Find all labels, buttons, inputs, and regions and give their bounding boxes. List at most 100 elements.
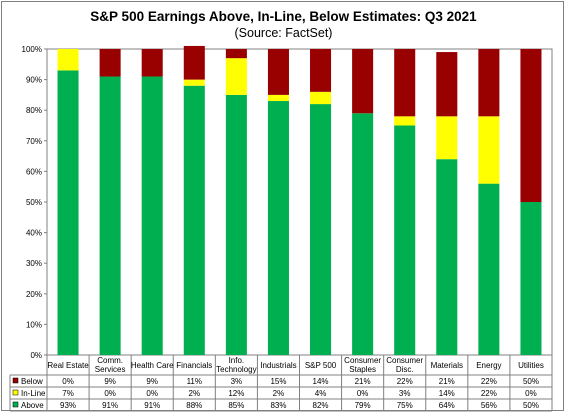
y-tick-label: 10% (26, 320, 42, 329)
legend-key-above (12, 401, 19, 408)
bar-above (520, 202, 542, 355)
category-label: Real Estate (47, 361, 89, 370)
category-label: Disc. (396, 365, 414, 374)
y-tick-label: 0% (30, 351, 42, 360)
data-label: 56% (481, 401, 497, 410)
bar-below (436, 52, 458, 117)
bar-above (57, 70, 79, 356)
bar-below (352, 49, 374, 114)
data-label: 91% (144, 401, 160, 410)
data-label: 50% (523, 377, 539, 386)
category-label: Industrials (260, 361, 296, 370)
bar-below (394, 49, 416, 117)
data-label: 64% (439, 401, 455, 410)
data-label: 14% (313, 377, 329, 386)
category-label: Staples (349, 365, 376, 374)
data-label: 21% (355, 377, 371, 386)
bar-below (478, 49, 500, 117)
y-tick-label: 100% (22, 45, 42, 54)
data-label: 79% (355, 401, 371, 410)
category-label: Health Care (131, 361, 174, 370)
y-tick-label: 70% (26, 137, 42, 146)
bar-above (436, 159, 458, 355)
legend-label: In-Line (21, 389, 46, 398)
data-label: 2% (273, 389, 285, 398)
category-label: Materials (431, 361, 463, 370)
legend-label: Below (21, 377, 43, 386)
category-label: Services (95, 365, 126, 374)
data-label: 22% (481, 389, 497, 398)
bar-below (141, 49, 163, 77)
bar-below (183, 45, 205, 80)
bar-in-line (478, 116, 500, 184)
bar-below (520, 49, 542, 202)
category-label: Consumer (344, 356, 381, 365)
bar-above (225, 94, 247, 356)
bar-above (394, 125, 416, 355)
data-label: 0% (525, 389, 537, 398)
y-tick-label: 60% (26, 167, 42, 176)
chart-subtitle: (Source: FactSet) (234, 26, 333, 40)
bar-below (99, 49, 121, 77)
legend-key-in-line (12, 389, 19, 396)
legend-label: Above (21, 401, 44, 410)
bar-in-line (57, 49, 79, 71)
category-label: Consumer (386, 356, 423, 365)
y-tick-label: 90% (26, 76, 42, 85)
data-label: 4% (315, 389, 327, 398)
bar-in-line (225, 58, 247, 95)
data-label: 0% (62, 377, 74, 386)
data-label: 75% (397, 401, 413, 410)
y-tick-label: 30% (26, 259, 42, 268)
category-label: Technology (216, 365, 256, 374)
category-label: Info. (229, 356, 245, 365)
data-label: 12% (228, 389, 244, 398)
bar-above (99, 76, 121, 355)
legend-key-below (12, 377, 19, 384)
data-label: 22% (481, 377, 497, 386)
bar-in-line (394, 116, 416, 126)
data-label: 82% (313, 401, 329, 410)
data-label: 85% (228, 401, 244, 410)
data-label: 9% (104, 377, 116, 386)
data-label: 3% (231, 377, 243, 386)
data-label: 7% (62, 389, 74, 398)
bar-above (310, 104, 332, 355)
category-label: Energy (476, 361, 501, 370)
data-label: 22% (397, 377, 413, 386)
y-tick-label: 50% (26, 198, 42, 207)
bar-below (225, 49, 247, 59)
data-label: 11% (187, 377, 202, 386)
bar-above (478, 183, 500, 355)
data-label: 88% (186, 401, 202, 410)
data-label: 2% (189, 389, 201, 398)
data-label: 15% (270, 377, 286, 386)
bar-in-line (436, 116, 458, 160)
bar-above (183, 85, 205, 355)
bar-below (310, 49, 332, 92)
category-label: Utilities (518, 361, 544, 370)
chart-title: S&P 500 Earnings Above, In-Line, Below E… (90, 9, 477, 24)
data-label: 9% (146, 377, 158, 386)
data-label: 21% (439, 377, 455, 386)
data-label: 3% (399, 389, 411, 398)
data-label: 91% (102, 401, 118, 410)
category-label: S&P 500 (305, 361, 337, 370)
y-tick-label: 80% (26, 106, 42, 115)
bar-above (267, 101, 289, 356)
data-label: 0% (357, 389, 369, 398)
data-label: 83% (270, 401, 286, 410)
bar-in-line (310, 91, 332, 105)
y-tick-label: 40% (26, 229, 42, 238)
bar-in-line (267, 94, 289, 102)
bar-in-line (183, 79, 205, 86)
data-label: 93% (60, 401, 76, 410)
bar-above (352, 113, 374, 355)
y-tick-label: 20% (26, 290, 42, 299)
plot-area-border (46, 48, 553, 356)
bar-above (141, 76, 163, 355)
data-label: 14% (439, 389, 455, 398)
data-label: 0% (146, 389, 158, 398)
category-label: Financials (176, 361, 212, 370)
